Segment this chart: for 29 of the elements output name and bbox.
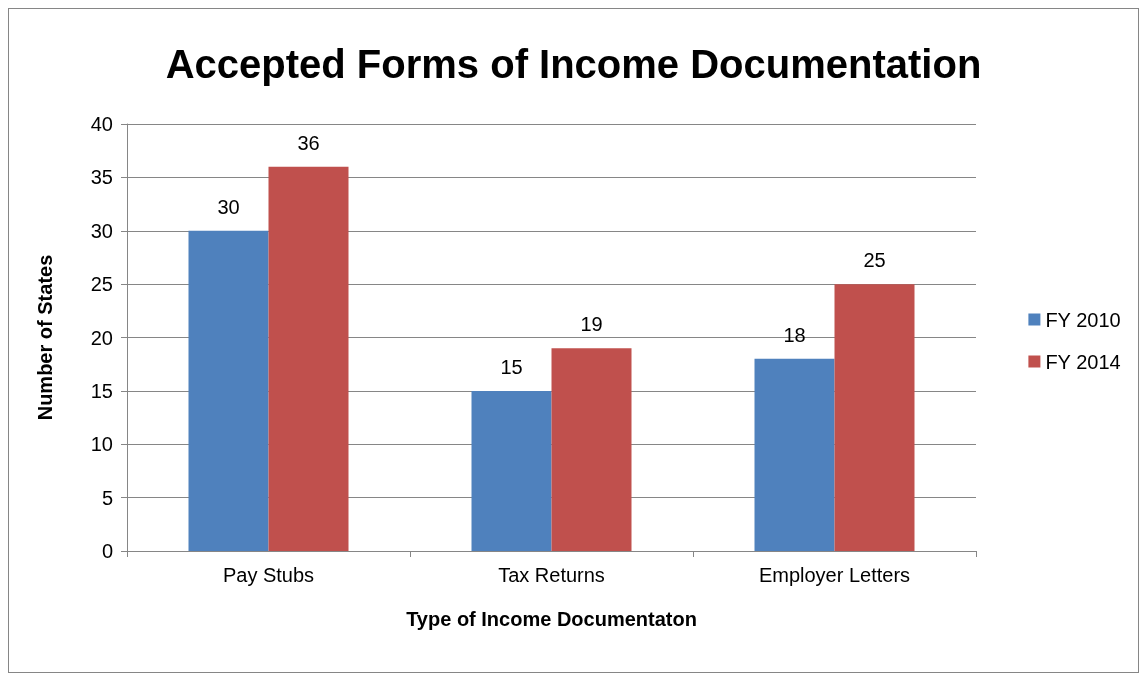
x-tick-label: Tax Returns — [498, 564, 605, 586]
x-axis-title: Type of Income Documentaton — [406, 608, 697, 630]
legend-label: FY 2014 — [1045, 350, 1121, 373]
x-tick-label: Pay Stubs — [222, 564, 315, 586]
bar — [834, 284, 915, 551]
y-axis-title: Number of States — [34, 254, 56, 421]
y-tick-label: 25 — [90, 273, 113, 296]
bar — [268, 166, 349, 551]
bar — [471, 390, 552, 551]
y-tick-label: 0 — [101, 540, 113, 562]
data-label: 19 — [580, 313, 603, 336]
data-label: 15 — [500, 355, 523, 378]
y-tick-label: 30 — [90, 219, 113, 242]
x-tick-label: Employer Letters — [758, 564, 911, 586]
data-label: 30 — [217, 195, 240, 218]
bar — [188, 230, 269, 551]
y-tick-label: 10 — [90, 433, 113, 456]
legend-label: FY 2010 — [1045, 308, 1121, 331]
y-tick-label: 20 — [90, 326, 113, 349]
y-tick-label: 40 — [90, 113, 113, 135]
data-label: 18 — [783, 323, 806, 346]
bar — [551, 348, 632, 551]
y-tick-label: 35 — [90, 166, 113, 189]
chart-title: Accepted Forms of Income Documentation — [165, 42, 982, 86]
bar — [754, 358, 835, 551]
y-tick-label: 5 — [101, 486, 113, 509]
data-label: 36 — [297, 131, 320, 154]
y-tick-label: 15 — [90, 379, 113, 402]
data-label: 25 — [863, 249, 886, 272]
